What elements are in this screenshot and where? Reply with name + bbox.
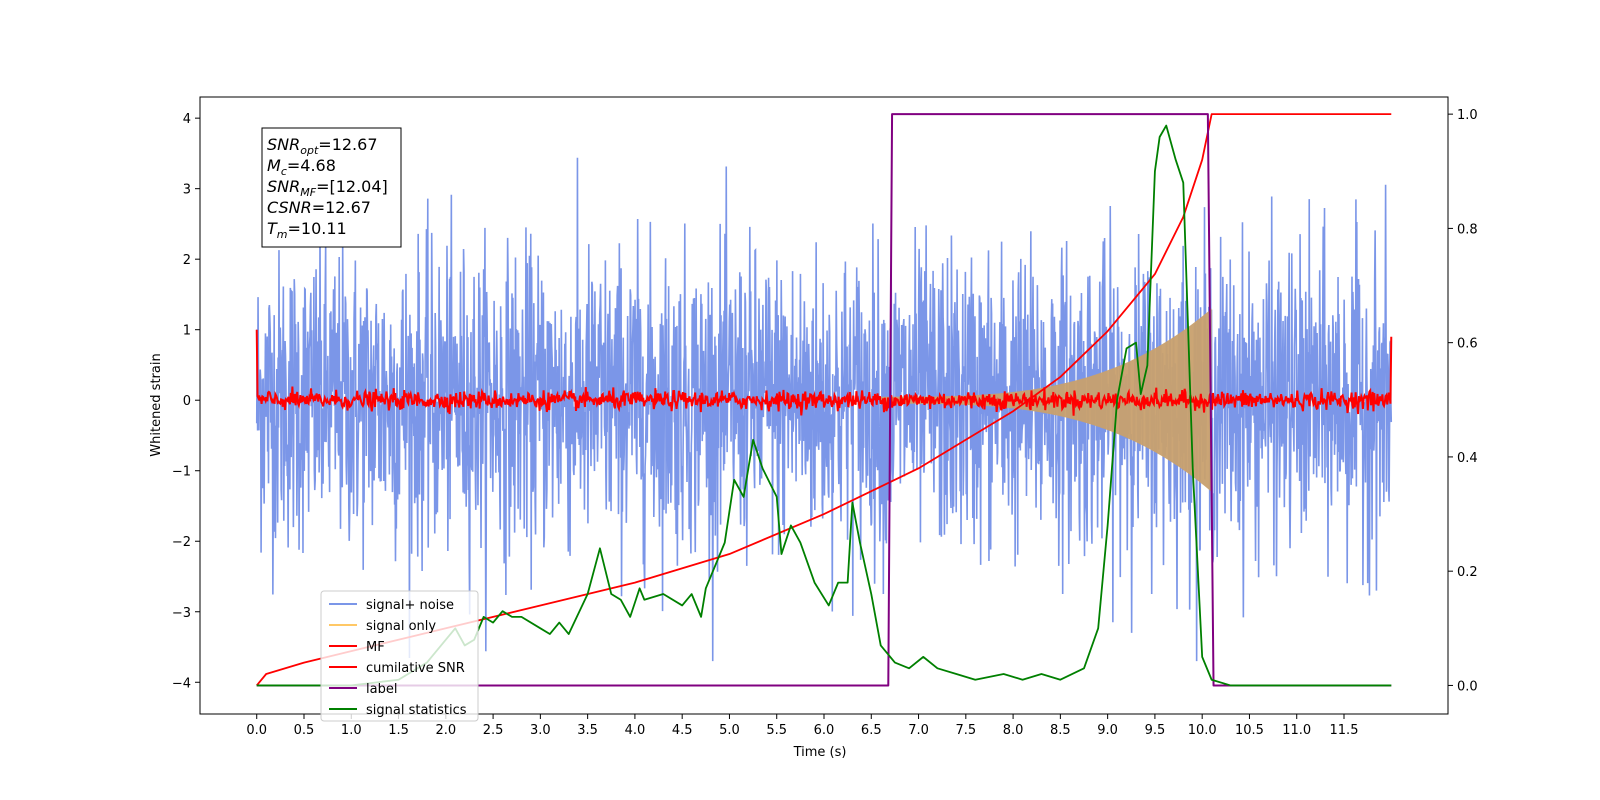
annotation-snr-opt: SNRopt=12.67 — [267, 135, 378, 157]
y-right-tick-label: 1.0 — [1457, 108, 1478, 123]
y-left-tick-label: −2 — [172, 535, 191, 550]
y-right-tick-label: 0.2 — [1457, 565, 1478, 580]
y-left-tick-label: 4 — [183, 112, 191, 127]
annotation-snr-mf: SNRMF=[12.04] — [267, 177, 388, 199]
series-signal-statistics-line — [256, 124, 1392, 687]
series-mf-line — [255, 329, 1393, 416]
x-tick-label: 7.5 — [955, 723, 976, 738]
x-tick-label: 3.5 — [577, 723, 598, 738]
x-tick-label: 1.5 — [388, 723, 409, 738]
y-right-tick-label: 0.4 — [1457, 451, 1478, 466]
legend-label: cumilative SNR — [366, 661, 465, 676]
legend-label: MF — [366, 640, 385, 655]
x-tick-label: 2.0 — [435, 723, 456, 738]
legend-label: signal statistics — [366, 703, 467, 718]
legend-frame — [320, 590, 479, 722]
y-left-tick-label: 1 — [183, 324, 191, 339]
x-tick-label: 4.5 — [672, 723, 693, 738]
legend-label: signal+ noise — [366, 598, 454, 613]
annotation-tm: Tm=10.11 — [267, 219, 347, 241]
x-tick-label: 4.0 — [625, 723, 646, 738]
x-axis-label: Time (s) — [793, 745, 847, 760]
x-tick-label: 9.0 — [1097, 723, 1118, 738]
annotation-csnr: CSNR=12.67 — [267, 198, 371, 217]
legend-label: signal only — [366, 619, 436, 634]
annotation-box: SNRopt=12.67 Mc=4.68 SNRMF=[12.04] CSNR=… — [261, 127, 402, 248]
y-left-tick-label: 2 — [183, 253, 191, 268]
x-tick-label: 6.5 — [861, 723, 882, 738]
legend: signal+ noise signal only MF cumilative SNR… — [320, 590, 479, 722]
y-left-tick-label: 0 — [183, 394, 191, 409]
y-right-tick-label: 0.8 — [1457, 222, 1478, 237]
x-tick-label: 8.0 — [1003, 723, 1024, 738]
x-tick-label: 10.5 — [1235, 723, 1264, 738]
x-tick-label: 9.5 — [1145, 723, 1166, 738]
legend-items: signal+ noise signal only MF cumilative SNR… — [329, 598, 467, 718]
x-tick-label: 5.5 — [766, 723, 787, 738]
y-left-tick-label: −4 — [172, 676, 191, 691]
y-right-tick-label: 0.0 — [1457, 679, 1478, 694]
x-tick-label: 7.0 — [908, 723, 929, 738]
x-tick-label: 2.5 — [483, 723, 504, 738]
x-tick-label: 8.5 — [1050, 723, 1071, 738]
axis-ticks: 0.0 0.5 1.0 1.5 2.0 2.5 3.0 3.5 4.0 4.5 5.0 5.5 6.0 6… — [172, 108, 1478, 738]
x-tick-label: 0.5 — [294, 723, 315, 738]
annotation-frame — [261, 127, 402, 248]
y-left-tick-label: −3 — [172, 606, 191, 621]
x-tick-label: 5.0 — [719, 723, 740, 738]
legend-label: label — [366, 682, 397, 697]
series-signal-only-band — [880, 308, 1212, 492]
x-tick-label: 10.0 — [1188, 723, 1217, 738]
y-left-tick-label: −1 — [172, 465, 191, 480]
x-tick-label: 0.0 — [246, 723, 267, 738]
x-tick-label: 11.5 — [1330, 723, 1359, 738]
y-right-tick-label: 0.6 — [1457, 337, 1478, 352]
x-tick-label: 3.0 — [530, 723, 551, 738]
annotation-mc: Mc=4.68 — [267, 156, 336, 178]
y-axis-label: Whitened strain — [149, 353, 164, 456]
x-tick-label: 1.0 — [341, 723, 362, 738]
y-left-tick-label: 3 — [183, 183, 191, 198]
x-tick-label: 6.0 — [814, 723, 835, 738]
x-tick-label: 11.0 — [1282, 723, 1311, 738]
